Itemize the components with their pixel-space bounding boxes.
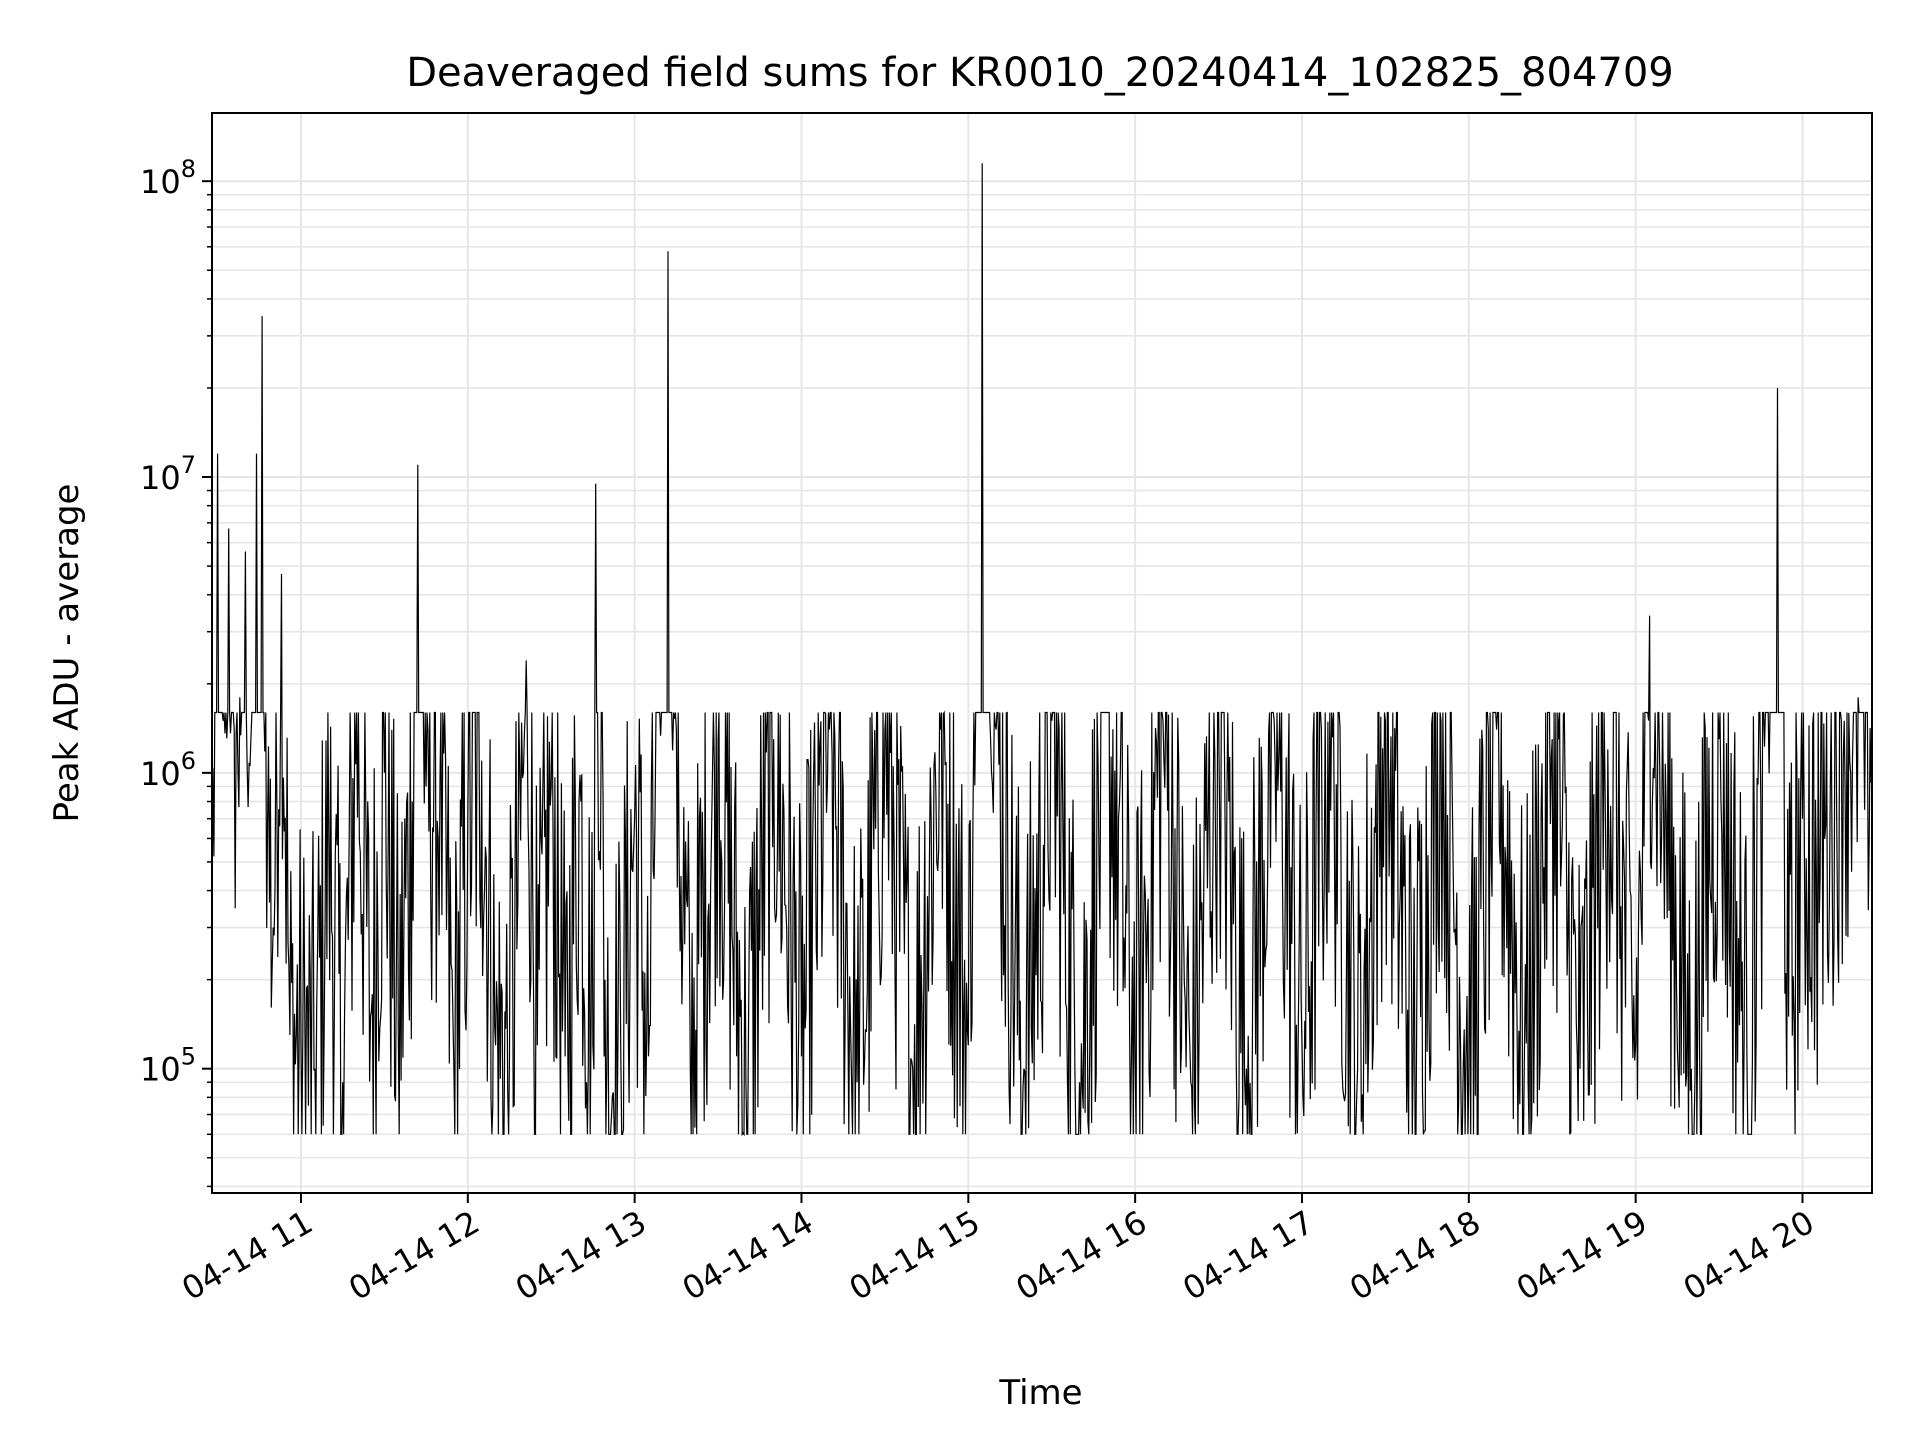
y-tick-label: 105 [140,1043,196,1089]
y-axis-ticks: 105 106 107 108 [140,155,212,1188]
y-axis-label: Peak ADU - average [47,484,87,823]
plot-frame [211,112,1873,1194]
chart-title: Deaveraged field sums for KR0010_2024041… [406,50,1674,96]
series [211,163,1873,1137]
y-tick-label: 107 [140,451,196,497]
series-line [211,163,1873,1137]
y-tick-label: 106 [140,747,196,793]
x-axis-label: Time [998,1373,1082,1413]
y-tick-label: 108 [140,155,196,201]
